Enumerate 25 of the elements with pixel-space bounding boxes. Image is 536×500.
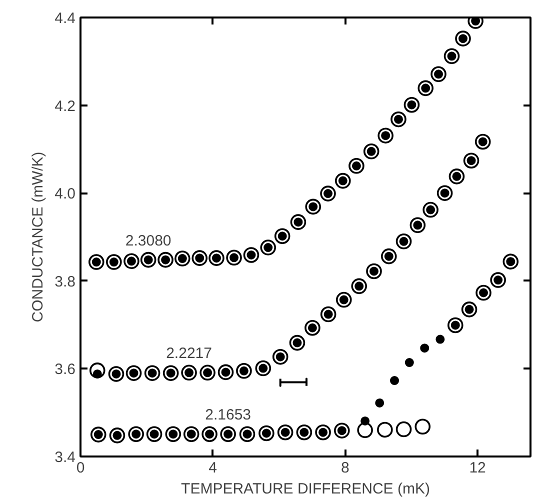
x-tick-label: 0 — [76, 460, 85, 476]
x-tick-label: 4 — [208, 460, 218, 476]
point — [375, 398, 384, 408]
y-tick-label: 4.4 — [54, 10, 76, 27]
point — [414, 418, 431, 435]
y-tick-label: 4.2 — [54, 98, 76, 115]
x-tick-label: 12 — [469, 460, 486, 476]
x-tick-label: 8 — [341, 460, 350, 476]
annotation: 2.3080 — [125, 232, 172, 250]
point — [360, 416, 370, 426]
y-tick-label: 3.4 — [54, 449, 76, 466]
x-axis-title: TEMPERATURE DIFFERENCE (mK) — [181, 480, 430, 498]
annotation: 2.1653 — [205, 406, 252, 424]
annotation: 2.2217 — [166, 345, 212, 362]
point — [436, 334, 445, 344]
y-tick-label: 4.0 — [54, 186, 76, 203]
y-axis-title: CONDUCTANCE (mW/K) — [30, 152, 47, 322]
point — [357, 422, 373, 438]
point — [390, 376, 400, 386]
point — [377, 422, 393, 438]
y-tick-label: 3.6 — [54, 361, 76, 378]
point — [396, 421, 412, 438]
point — [420, 344, 430, 353]
point — [404, 358, 414, 368]
y-tick-label: 3.8 — [54, 273, 76, 290]
